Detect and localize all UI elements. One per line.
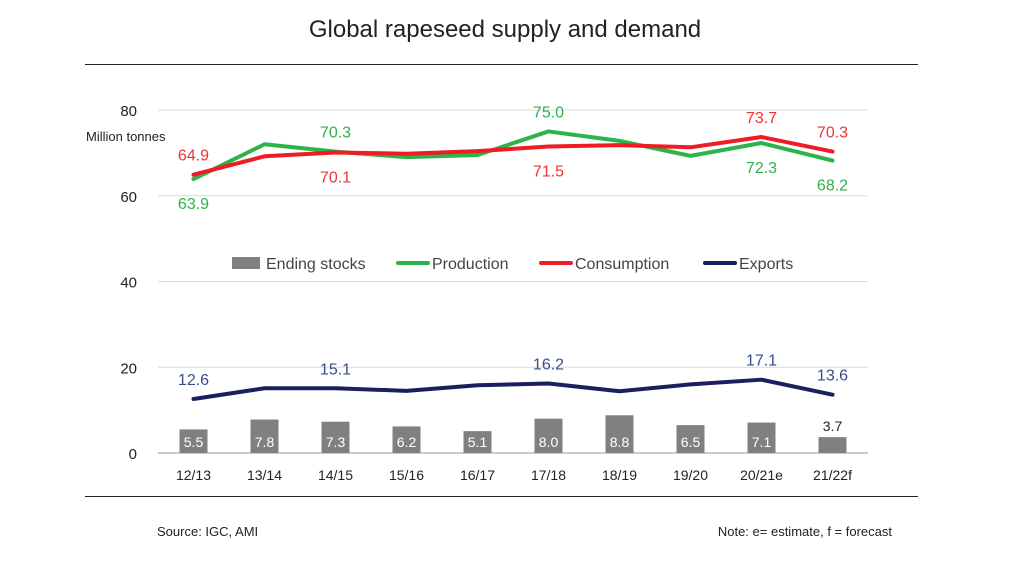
stocks-bar-0: [179, 429, 208, 453]
exports-label-8: 17.1: [746, 353, 777, 370]
stocks-label-9: 3.7: [823, 418, 843, 434]
production-line: [191, 129, 835, 182]
stocks-bar-4: [463, 431, 492, 453]
production-label-2: 70.3: [320, 125, 351, 142]
stocks-label-2: 7.3: [326, 434, 346, 450]
footnote: Note: e= estimate, f = forecast: [717, 524, 892, 539]
consumption-label-9: 70.3: [817, 125, 848, 142]
top-rule: [85, 64, 918, 65]
bottom-rule: [85, 496, 918, 497]
production-label-8: 72.3: [746, 160, 777, 177]
stocks-bar-6: [605, 415, 634, 453]
x-tick-label-2: 14/15: [318, 467, 353, 483]
stocks-label-8: 7.1: [752, 434, 772, 450]
y-axis-label: Million tonnes: [86, 129, 166, 144]
exports-label-2: 15.1: [320, 361, 351, 378]
stocks-bar-5: [534, 418, 563, 453]
exports-label-9: 13.6: [817, 368, 848, 385]
legend-label-exports: Exports: [739, 256, 793, 273]
y-tick-label-60: 60: [120, 189, 137, 206]
y-tick-label-40: 40: [120, 275, 137, 292]
x-tick-label-7: 19/20: [673, 467, 708, 483]
stocks-bar-8: [747, 422, 776, 453]
stocks-bar-7: [676, 425, 705, 453]
x-tick-label-6: 18/19: [602, 467, 637, 483]
x-tick-label-8: 20/21e: [740, 467, 783, 483]
source-note: Source: IGC, AMI: [157, 524, 259, 539]
stocks-bar-2: [321, 421, 350, 453]
stocks-label-7: 6.5: [681, 434, 701, 450]
consumption-label-5: 71.5: [533, 163, 564, 180]
legend-label-consumption: Consumption: [575, 256, 669, 273]
chart-title: Global rapeseed supply and demand: [308, 16, 702, 43]
production-label-0: 63.9: [178, 196, 209, 213]
x-tick-label-1: 13/14: [247, 467, 282, 483]
stocks-label-4: 5.1: [468, 434, 488, 450]
stocks-bar-1: [250, 419, 279, 453]
legend-label-ending-stocks: Ending stocks: [266, 256, 366, 273]
x-tick-label-0: 12/13: [176, 467, 211, 483]
stocks-label-3: 6.2: [397, 434, 417, 450]
production-label-5: 75.0: [533, 104, 564, 121]
exports-line: [191, 377, 835, 401]
legend-swatch-ending-stocks: [232, 257, 260, 269]
production-label-9: 68.2: [817, 178, 848, 195]
stocks-label-6: 8.8: [610, 434, 630, 450]
consumption-label-0: 64.9: [178, 148, 209, 165]
stocks-label-5: 8.0: [539, 434, 559, 450]
x-tick-label-9: 21/22f: [813, 467, 852, 483]
x-tick-label-4: 16/17: [460, 467, 495, 483]
y-tick-label-20: 20: [120, 360, 137, 377]
x-tick-label-5: 17/18: [531, 467, 566, 483]
y-tick-label-80: 80: [120, 103, 137, 120]
x-tick-label-3: 15/16: [389, 467, 424, 483]
legend-label-production: Production: [432, 256, 509, 273]
exports-label-0: 12.6: [178, 372, 209, 389]
y-tick-label-0: 0: [129, 446, 137, 463]
exports-label-5: 16.2: [533, 357, 564, 374]
stocks-bar-3: [392, 426, 421, 453]
stocks-bar-9: [818, 437, 847, 453]
stocks-label-0: 5.5: [184, 434, 204, 450]
stocks-label-1: 7.8: [255, 434, 275, 450]
consumption-line: [191, 135, 835, 177]
consumption-label-2: 70.1: [320, 169, 351, 186]
consumption-label-8: 73.7: [746, 110, 777, 127]
